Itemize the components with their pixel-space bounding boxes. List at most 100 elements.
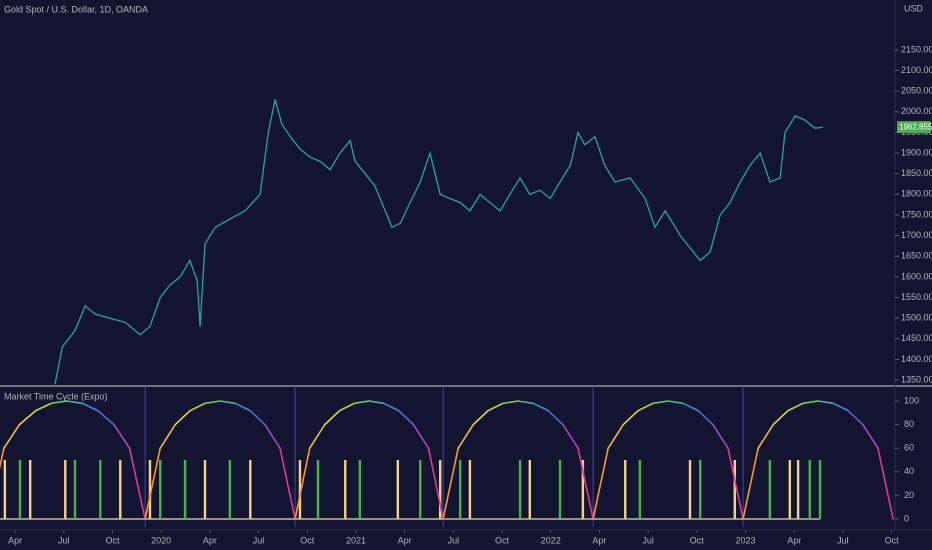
signal-bar [298, 459, 302, 519]
y-tick-label: 1350.000 [901, 374, 932, 384]
signal-bar [64, 459, 67, 519]
signal-bar [73, 459, 77, 519]
cycle-segment [189, 402, 206, 412]
cycle-segment [472, 409, 489, 426]
cycle-segment [592, 447, 609, 520]
y-tick-label: 1800.000 [901, 189, 932, 199]
cycle-segment [128, 447, 146, 520]
cycle-segment [204, 400, 221, 405]
signal-bar [249, 459, 252, 519]
cycle-segment [65, 400, 84, 405]
y-tick-label: 1600.000 [901, 271, 932, 281]
signal-bar [344, 459, 347, 519]
x-tick-label: 2020 [151, 535, 171, 545]
signal-bar [818, 459, 822, 519]
x-tick-label: Oct [885, 535, 900, 545]
cycle-segment [877, 447, 894, 520]
signal-bar [518, 459, 522, 519]
signal-bar [768, 459, 772, 519]
y-tick-label: 1850.000 [901, 168, 932, 178]
chart-title: Gold Spot / U.S. Dollar, 1D, OANDA [4, 4, 148, 14]
signal-bar [203, 459, 207, 519]
cycle-segment [547, 409, 564, 426]
cycle-segment [622, 409, 639, 426]
x-tick-label: Oct [690, 535, 705, 545]
y-tick-label: 2150.000 [901, 44, 932, 54]
cycle-segment [832, 402, 850, 412]
signal-bar [581, 459, 585, 519]
y-tick-label: 1450.000 [901, 333, 932, 343]
last-price-box [897, 121, 931, 134]
signal-bar [99, 459, 102, 519]
cycle-segment [144, 447, 162, 520]
signal-bar [228, 459, 232, 519]
signal-bar [808, 459, 811, 519]
signal-bar [733, 459, 736, 519]
cycle-segment [787, 402, 804, 412]
x-tick-label: Apr [398, 535, 412, 545]
signal-bar [28, 459, 32, 519]
y-tick-label: 1700.000 [901, 230, 932, 240]
cycle-segment [802, 400, 819, 405]
cycle-segment [457, 423, 475, 449]
y-tick-label: 20 [904, 490, 914, 500]
signal-bar [183, 459, 187, 519]
y-tick-label: 1550.000 [901, 292, 932, 302]
x-tick-label: Jul [253, 535, 265, 545]
cycle-segment [427, 447, 444, 520]
cycle-segment [817, 400, 834, 405]
x-tick-label: Apr [787, 535, 801, 545]
signal-bar [458, 459, 462, 519]
signal-bar [624, 459, 627, 519]
cycle-segment [113, 423, 131, 449]
cycle-segment [219, 400, 236, 405]
x-tick-label: 2022 [541, 535, 561, 545]
indicator-pane [0, 400, 894, 520]
signal-bar [558, 459, 562, 519]
cycle-segment [652, 400, 669, 405]
y-tick-label: 1900.000 [901, 147, 932, 157]
indicator-title: Market Time Cycle (Expo) [4, 391, 108, 401]
cycle-segment [727, 447, 744, 520]
y-tick-label: 1400.000 [901, 354, 932, 364]
signal-bar [638, 459, 642, 519]
cycle-segment [97, 409, 115, 426]
cycle-segment [0, 447, 5, 470]
cycle-segment [18, 409, 37, 426]
axis-unit: USD [904, 3, 924, 13]
cycle-segment [368, 400, 385, 405]
signal-bar [438, 459, 442, 519]
cycle-segment [323, 409, 341, 426]
y-tick-label: 1650.000 [901, 251, 932, 261]
x-tick-label: Apr [203, 535, 217, 545]
cycle-segment [772, 409, 789, 426]
x-tick-label: Oct [300, 535, 315, 545]
cycle-segment [742, 447, 759, 520]
signal-bar [528, 459, 531, 519]
x-tick-label: Oct [105, 535, 120, 545]
y-tick-label: 60 [904, 443, 914, 453]
y-tick-label: 1500.000 [901, 313, 932, 323]
cycle-segment [294, 447, 311, 520]
cycle-segment [338, 402, 356, 412]
last-price-label: 1962.855 [899, 122, 932, 131]
cycle-segment [712, 423, 729, 449]
cycle-segment [398, 409, 415, 426]
cycle-segment [532, 402, 550, 412]
signal-bar [148, 459, 152, 519]
cycle-segment [159, 423, 177, 449]
y-tick-label: 2000.000 [901, 106, 932, 116]
cycle-segment [577, 447, 594, 520]
cycle-segment [487, 402, 504, 412]
cycle-segment [382, 402, 400, 412]
x-tick-label: Apr [8, 535, 22, 545]
y-tick-label: 0 [904, 513, 909, 523]
cycle-segment [308, 423, 326, 449]
y-tick-label: 40 [904, 466, 914, 476]
signal-bar [468, 459, 472, 519]
cycle-segment [637, 402, 654, 412]
signal-bar [788, 459, 792, 519]
cycle-segment [682, 402, 700, 412]
